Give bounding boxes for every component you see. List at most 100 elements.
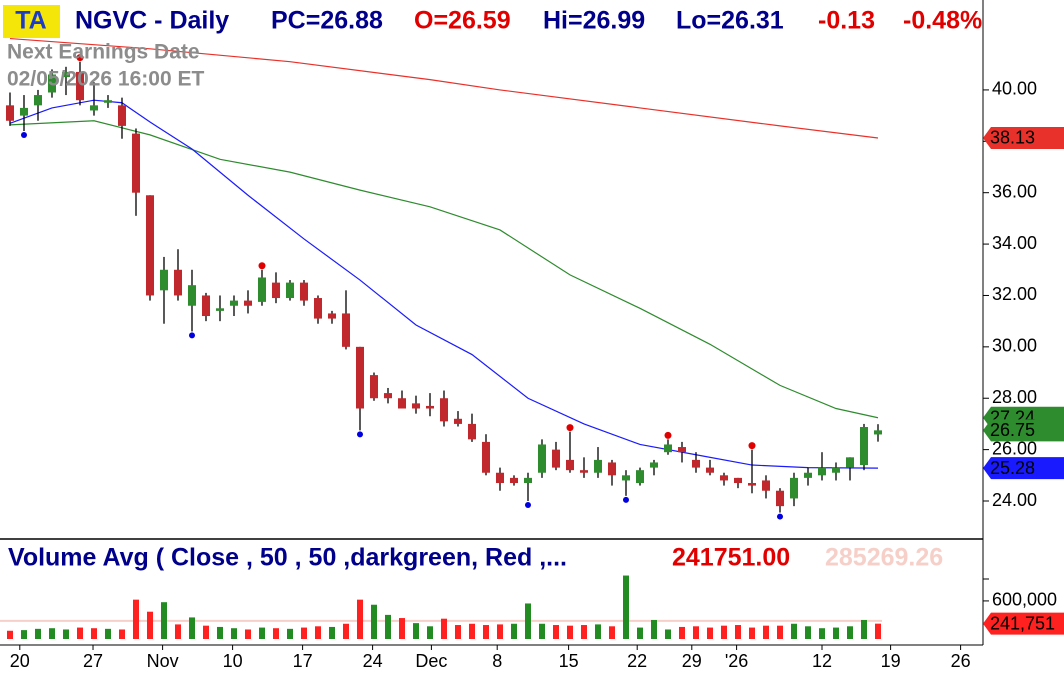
- volume-bar: [342, 623, 349, 639]
- volume-bar: [6, 630, 13, 639]
- volume-bar: [566, 625, 573, 639]
- volume-bar: [692, 626, 699, 639]
- pivot-low: [622, 496, 629, 503]
- volume-bar: [482, 625, 489, 639]
- price-badge-label: 25.28: [990, 458, 1035, 478]
- candle-body: [789, 477, 798, 499]
- candle-body: [299, 282, 308, 301]
- volume-bar: [230, 628, 237, 639]
- pivot-low: [188, 332, 195, 339]
- candle-body: [341, 313, 350, 347]
- candle-body: [635, 470, 644, 484]
- x-tick-label: 24: [363, 651, 383, 671]
- candle-body: [523, 477, 532, 484]
- candle-body: [565, 459, 574, 471]
- candle-body: [593, 459, 602, 473]
- volume-bar: [804, 626, 811, 639]
- volume-bar: [818, 628, 825, 639]
- volume-bar: [370, 604, 377, 639]
- price-badge: [983, 457, 1064, 480]
- candle-body: [271, 282, 280, 299]
- quote-stat: -0.13: [818, 7, 875, 35]
- x-tick-label: 12: [812, 651, 832, 671]
- volume-bar: [356, 599, 363, 639]
- price-badge: [983, 126, 1064, 149]
- candle-body: [19, 107, 28, 116]
- candle-body: [817, 467, 826, 476]
- candle-body: [159, 269, 168, 291]
- candle-body: [425, 405, 434, 409]
- volume-bar: [314, 626, 321, 639]
- candle-body: [229, 300, 238, 306]
- candle-body: [831, 467, 840, 473]
- volume-bar: [664, 629, 671, 639]
- volume-bar: [398, 618, 405, 639]
- candle-body: [89, 105, 98, 111]
- quote-stat: PC=26.88: [271, 7, 383, 35]
- y-tick-label: 26.00: [992, 438, 1037, 458]
- volume-bar: [552, 625, 559, 639]
- volume-bar: [146, 611, 153, 639]
- volume-badge: [983, 612, 1064, 635]
- y-tick-label: 34.00: [992, 233, 1037, 253]
- volume-bar: [244, 629, 251, 639]
- candle-body: [327, 313, 336, 319]
- candle-body: [873, 430, 882, 435]
- quote-stat: Lo=26.31: [676, 7, 784, 35]
- candle-body: [201, 295, 210, 317]
- volume-bar: [272, 628, 279, 639]
- volume-bar: [328, 626, 335, 639]
- price-badge: [983, 419, 1064, 442]
- volume-bar: [160, 602, 167, 639]
- y-tick-label: 30.00: [992, 336, 1037, 356]
- volume-bar: [748, 627, 755, 639]
- volume-bar: [538, 623, 545, 639]
- y-tick-label: 600,000: [992, 590, 1057, 610]
- volume-bar: [216, 626, 223, 639]
- candle-body: [453, 418, 462, 424]
- volume-bar: [524, 603, 531, 639]
- volume-bar: [258, 627, 265, 639]
- candle-body: [355, 346, 364, 409]
- badge: TA: [15, 7, 46, 35]
- pivot-high: [76, 54, 84, 62]
- x-tick-label: Dec: [415, 651, 447, 671]
- pivot-high: [258, 262, 266, 270]
- candle-body: [859, 427, 868, 466]
- volume-bar: [202, 625, 209, 639]
- candle-body: [663, 444, 672, 453]
- price-badge-label: 38.13: [990, 128, 1035, 148]
- volume-current: 241751.00: [672, 544, 790, 572]
- candle-body: [397, 398, 406, 409]
- candle-body: [439, 398, 448, 422]
- candle-body: [467, 423, 476, 440]
- candle-body: [33, 95, 42, 106]
- candle-body: [677, 447, 686, 453]
- candle-body: [187, 285, 196, 306]
- x-tick-label: 17: [293, 651, 313, 671]
- candle-body: [411, 403, 420, 409]
- candle-body: [691, 459, 700, 468]
- x-tick-label: 29: [682, 651, 702, 671]
- moving-average: [9, 37, 879, 139]
- x-tick-label: 10: [223, 651, 243, 671]
- candle-body: [131, 133, 140, 193]
- volume-bar: [384, 614, 391, 639]
- volume-bar: [496, 624, 503, 639]
- candle-body: [761, 480, 770, 491]
- x-tick-label: 8: [492, 651, 502, 671]
- annotation: Next Earnings Date: [7, 41, 200, 64]
- volume-bar: [608, 626, 615, 639]
- candle-body: [145, 195, 154, 296]
- volume-bar: [776, 625, 783, 639]
- volume-bar: [300, 627, 307, 639]
- volume-bar: [34, 628, 41, 639]
- volume-bar: [846, 626, 853, 639]
- candle-body: [649, 462, 658, 468]
- pivot-low: [776, 513, 783, 520]
- candle-body: [495, 472, 504, 484]
- candle-body: [243, 300, 252, 306]
- candle-body: [285, 282, 294, 299]
- pivot-high: [748, 442, 756, 450]
